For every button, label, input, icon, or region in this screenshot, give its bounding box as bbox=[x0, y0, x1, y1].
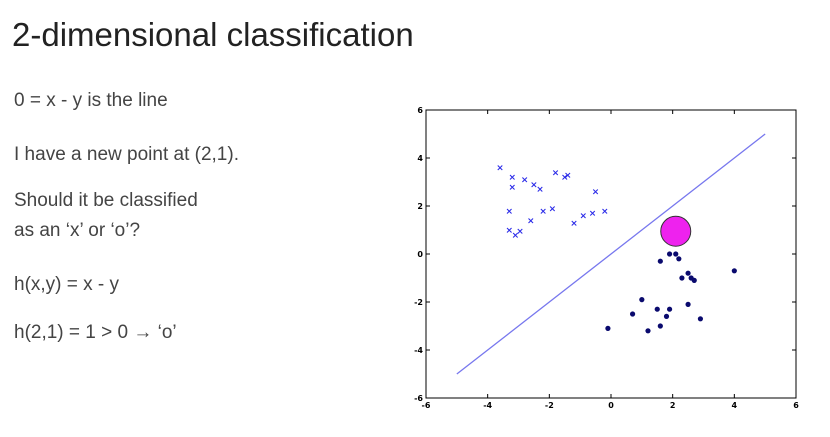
x-point-3: × bbox=[530, 180, 538, 190]
o-point-17 bbox=[657, 323, 663, 329]
y-tick-label-0: -6 bbox=[414, 394, 423, 403]
bullet-question-line1: Should it be classified bbox=[14, 190, 198, 211]
slide-title: 2-dimensional classification bbox=[12, 16, 414, 53]
decision-line-layer bbox=[456, 133, 766, 375]
y-tick-label-1: -4 bbox=[414, 346, 423, 355]
y-tick-label-4: 2 bbox=[417, 202, 423, 211]
o-point-12 bbox=[663, 313, 670, 319]
o-point-3 bbox=[685, 270, 691, 276]
x-tick-label-0: -6 bbox=[422, 401, 431, 410]
bullet-line-equation: 0 = x - y is the line bbox=[14, 90, 168, 111]
o-point-14 bbox=[697, 316, 704, 322]
x-point-8: × bbox=[592, 188, 600, 198]
x-point-5: × bbox=[552, 168, 560, 178]
x-point-4: × bbox=[536, 185, 544, 195]
x-point-13: × bbox=[579, 212, 587, 222]
o-point-13 bbox=[685, 301, 691, 307]
o-point-1 bbox=[666, 251, 673, 257]
x-point-19: × bbox=[516, 227, 524, 237]
o-point-16 bbox=[645, 328, 651, 334]
data-points: ×× × ××× ××××× × ×× × ×××××× bbox=[496, 164, 737, 334]
o-point-0 bbox=[657, 258, 663, 264]
x-point-11: × bbox=[539, 207, 547, 217]
x-point-6: × bbox=[561, 173, 569, 183]
bullet-evaluation: h(2,1) = 1 > 0 → ‘o’ bbox=[14, 322, 177, 343]
o-point-8 bbox=[639, 297, 645, 303]
x-tick-label-6: 6 bbox=[793, 401, 799, 410]
x-point-9: × bbox=[509, 183, 517, 193]
y-tick-label-2: -2 bbox=[414, 298, 423, 307]
x-point-0: × bbox=[496, 164, 504, 174]
y-tick-label-6: 6 bbox=[417, 106, 423, 115]
o-point-11 bbox=[666, 306, 673, 312]
new-point-layer bbox=[660, 215, 692, 247]
x-point-20: × bbox=[570, 219, 578, 229]
x-tick-label-3: 0 bbox=[608, 401, 614, 410]
x-tick-label-4: 2 bbox=[670, 401, 676, 410]
x-point-10: × bbox=[505, 207, 513, 217]
bullet-new-point: I have a new point at (2,1). bbox=[14, 144, 239, 165]
x-point-12: × bbox=[549, 204, 557, 214]
x-point-7: × bbox=[564, 171, 572, 181]
x-tick-label-1: -4 bbox=[483, 401, 492, 410]
decision-line bbox=[456, 133, 766, 375]
o-point-2 bbox=[673, 251, 679, 257]
x-point-2: × bbox=[521, 176, 529, 186]
x-point-16: × bbox=[505, 226, 513, 236]
o-point-9 bbox=[629, 311, 636, 317]
x-point-14: × bbox=[589, 209, 597, 219]
o-point-15 bbox=[605, 325, 611, 331]
x-tick-label-5: 4 bbox=[732, 401, 738, 410]
axis-ticks: -6 -4 -2 0 2 4 6 -6 -4 -2 0 2 4 6 bbox=[414, 106, 799, 410]
o-point-7 bbox=[731, 268, 737, 274]
x-point-15: × bbox=[601, 207, 609, 217]
x-tick-label-2: -2 bbox=[545, 401, 554, 410]
o-point-18 bbox=[676, 256, 682, 262]
o-point-10 bbox=[654, 306, 660, 312]
new-point-marker bbox=[660, 215, 692, 247]
bullet-hypothesis: h(x,y) = x - y bbox=[14, 274, 120, 295]
y-tick-label-3: 0 bbox=[417, 250, 423, 259]
o-point-5 bbox=[691, 277, 697, 283]
bullet-question-line2: as an ‘x’ or ‘o’? bbox=[14, 220, 141, 241]
x-point-17: × bbox=[512, 231, 520, 241]
y-tick-label-5: 4 bbox=[417, 154, 423, 163]
x-point-1: × bbox=[509, 173, 517, 183]
x-point-18: × bbox=[527, 216, 535, 226]
o-point-6 bbox=[679, 275, 685, 281]
